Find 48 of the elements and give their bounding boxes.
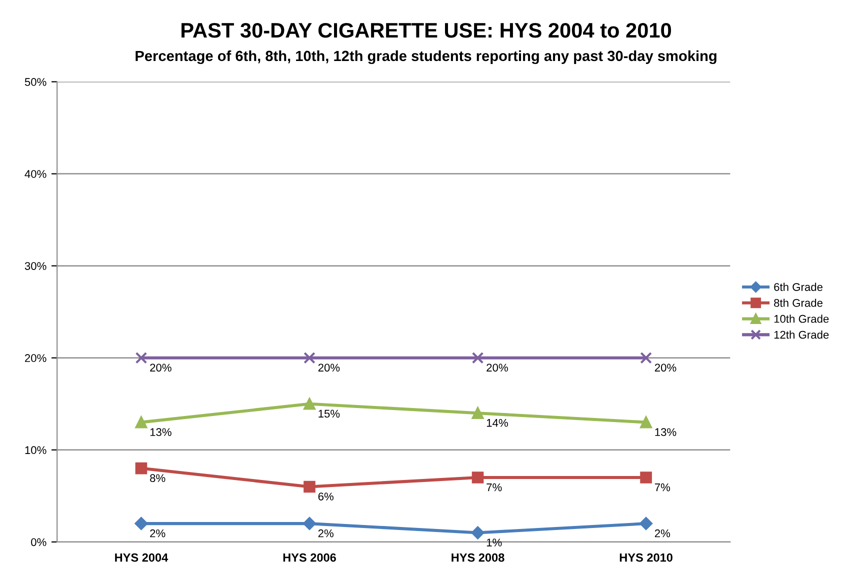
point xyxy=(304,480,316,493)
point xyxy=(640,352,652,364)
data-label: 20% xyxy=(486,364,508,372)
legend-label: 10th Grade xyxy=(774,314,829,323)
point xyxy=(135,416,148,428)
point xyxy=(135,462,148,474)
x-tick-label: HYS 2010 xyxy=(620,553,672,562)
data-label: 6% xyxy=(318,492,334,500)
point xyxy=(472,407,484,420)
data-label: 2% xyxy=(654,529,670,538)
point xyxy=(304,352,316,364)
data-label: 7% xyxy=(654,483,670,492)
data-label: 7% xyxy=(486,483,502,492)
chart-subtitle: Percentage of 6th, 8th, 10th, 12th grade students reporting any past 30-day smoking xyxy=(136,50,716,64)
x-tick-label: HYS 2004 xyxy=(115,553,168,562)
point xyxy=(135,352,148,364)
y-tick-label: 40% xyxy=(24,170,46,178)
legend-label: 8th Grade xyxy=(774,298,822,307)
data-label: 13% xyxy=(150,428,172,436)
legend-label: 6th Grade xyxy=(774,282,822,291)
data-label: 2% xyxy=(150,529,166,538)
y-tick-label: 50% xyxy=(24,78,46,86)
point xyxy=(640,472,652,484)
chart-title: PAST 30-DAY CIGARETTE USE: HYS 2004 to 2010 xyxy=(182,22,672,38)
point xyxy=(472,472,484,484)
y-tick-label: 30% xyxy=(24,262,46,270)
data-label: 20% xyxy=(318,364,340,372)
data-label: 15% xyxy=(318,410,340,418)
data-label: 8% xyxy=(150,474,166,482)
x-tick-label: HYS 2006 xyxy=(283,553,336,562)
point xyxy=(472,352,484,364)
legend-label: 12th Grade xyxy=(774,330,829,339)
data-label: 14% xyxy=(486,418,508,427)
point xyxy=(640,416,652,428)
data-label: 20% xyxy=(150,364,172,372)
y-tick-label: 20% xyxy=(24,354,46,362)
x-tick-label: HYS 2008 xyxy=(452,553,504,562)
point xyxy=(134,517,148,530)
data-label: 1% xyxy=(486,538,502,546)
point xyxy=(304,398,316,410)
y-tick-label: 10% xyxy=(25,446,46,454)
point xyxy=(640,517,652,530)
data-label: 13% xyxy=(655,428,676,436)
point xyxy=(303,517,316,530)
data-label: 20% xyxy=(654,364,676,372)
data-label: 2% xyxy=(318,529,334,538)
point xyxy=(471,526,484,540)
y-tick-label: 0% xyxy=(31,538,46,546)
